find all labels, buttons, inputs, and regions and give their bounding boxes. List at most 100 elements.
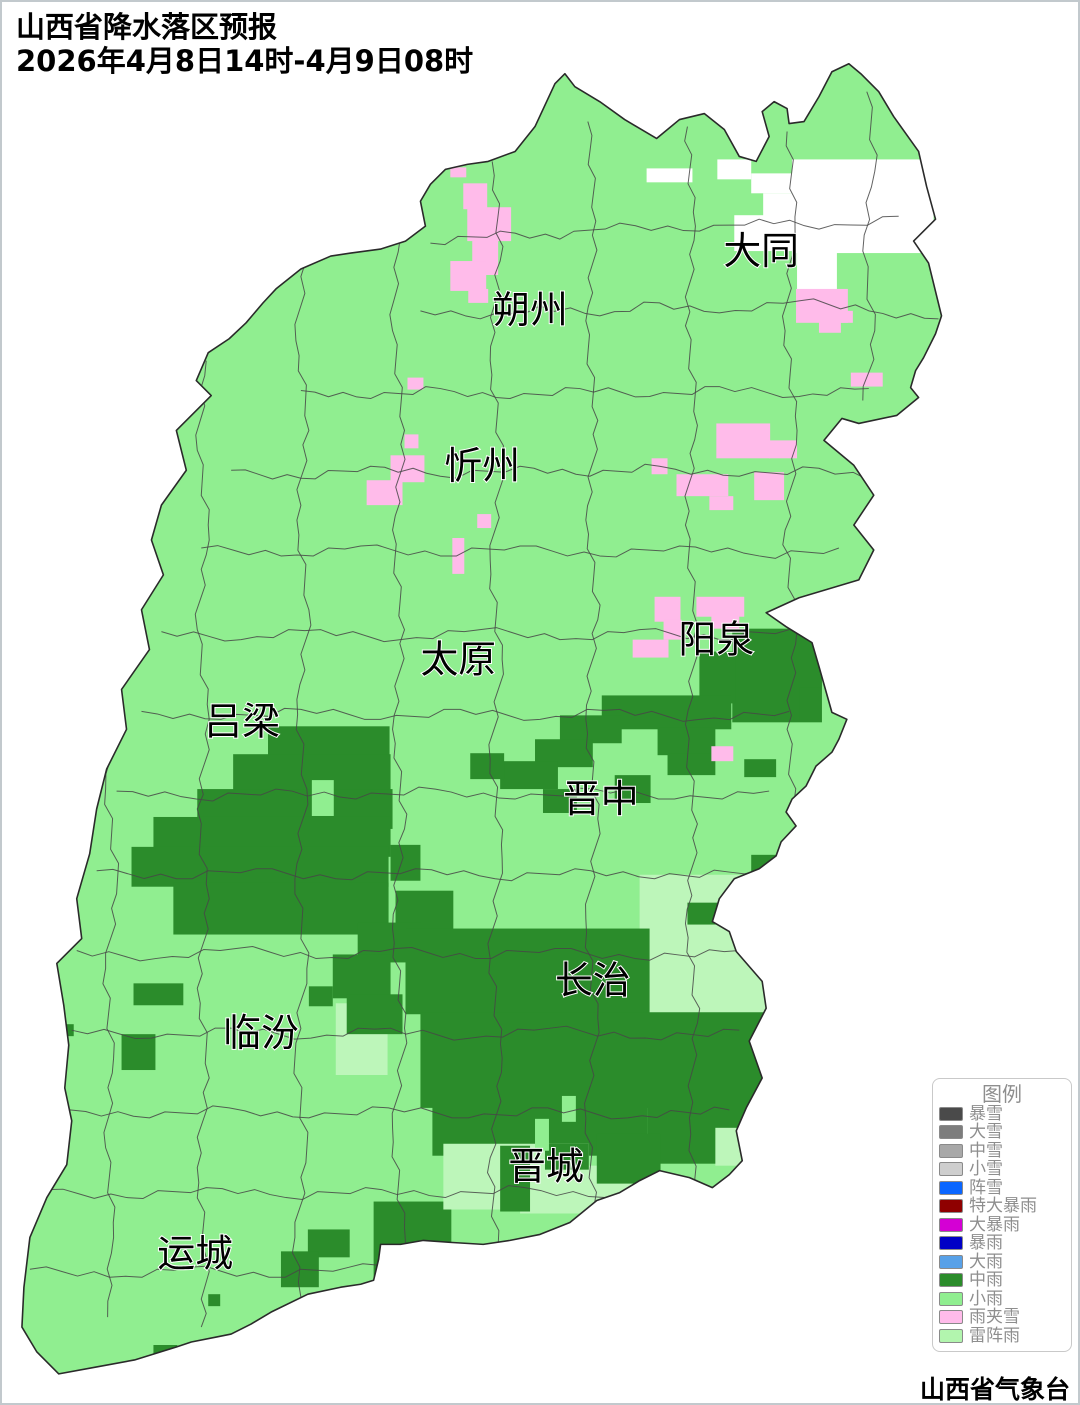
sleet-patch <box>477 514 492 529</box>
county-boundary-line <box>420 298 939 320</box>
thunderstorm-under-patch <box>639 874 768 1017</box>
sleet-patch <box>654 596 681 622</box>
legend-item-label: 中雨 <box>969 1270 1003 1291</box>
legend-item: 暴雨 <box>939 1234 1065 1253</box>
moderate-rain-patch <box>420 1012 765 1108</box>
city-label-5: 阳泉 <box>679 618 755 662</box>
legend-item-label: 特大暴雨 <box>969 1196 1037 1217</box>
moderate-rain-patch <box>559 715 622 744</box>
legend-swatch <box>939 1291 963 1306</box>
moderate-rain-patch <box>346 994 403 1035</box>
moderate-rain-patch <box>799 687 821 722</box>
sleet-patch <box>769 440 798 459</box>
moderate-rain-patch <box>121 1034 156 1071</box>
no-precip-patch <box>734 215 807 252</box>
city-label-2: 朔州 <box>492 288 568 332</box>
legend-box: 图例 暴雪 大雪 中雪 小雪 阵雪 特大暴雨 大暴雨 暴雨 大雨 中雨 小雨 雨夹雪 雷阵雨 <box>932 1077 1072 1352</box>
moderate-rain-patch <box>133 983 184 1006</box>
legend-item-label: 暴雪 <box>969 1103 1003 1124</box>
no-precip-patch <box>646 168 693 183</box>
legend-swatch <box>939 1254 963 1269</box>
county-boundary-line <box>116 786 770 802</box>
legend-rows: 暴雪 大雪 中雪 小雪 阵雪 特大暴雨 大暴雨 暴雨 大雨 中雨 小雨 雨夹雪 雷阵雨 <box>939 1105 1065 1346</box>
county-boundary-line <box>46 1185 690 1201</box>
sleet-patch <box>709 496 734 511</box>
legend-item: 中雪 <box>939 1142 1065 1161</box>
county-boundary-line <box>291 260 312 1298</box>
legend-item: 大暴雨 <box>939 1216 1065 1235</box>
county-boundary-line <box>300 386 869 400</box>
moderate-rain-patch <box>131 846 389 887</box>
sleet-patch <box>850 372 883 387</box>
moderate-rain-patch <box>173 882 389 935</box>
city-label-6: 吕梁 <box>204 699 280 743</box>
light-rain-holes-patch <box>561 1095 576 1122</box>
map-title: 山西省降水落区预报 2026年4月8日14时-4月9日08时 <box>16 10 473 78</box>
sleet-patch <box>696 596 745 617</box>
county-boundary-line <box>584 121 601 1208</box>
sleet-patch <box>676 474 729 497</box>
legend-swatch <box>939 1180 963 1195</box>
sleet-patch <box>711 614 740 629</box>
city-label-3: 忻州 <box>444 444 520 488</box>
sleet-patch <box>407 377 424 390</box>
sleet-patch <box>450 167 467 178</box>
sleet-patch <box>716 423 771 459</box>
moderate-rain-over-patch <box>544 1143 589 1170</box>
county-boundary-line <box>389 236 408 1288</box>
legend-item-label: 雷阵雨 <box>969 1325 1020 1346</box>
legend-item: 雨夹雪 <box>939 1308 1065 1327</box>
county-boundary-line <box>684 126 701 1183</box>
legend-item: 大雪 <box>939 1123 1065 1142</box>
legend-swatch <box>939 1162 963 1177</box>
moderate-rain-patch <box>614 775 651 804</box>
county-boundary-line <box>96 868 760 882</box>
legend-item-label: 大雪 <box>969 1122 1003 1143</box>
moderate-rain-over-patch <box>596 1133 661 1184</box>
legend-swatch <box>939 1273 963 1288</box>
moderate-rain-patch <box>751 854 790 877</box>
no-precip-patch <box>797 249 837 291</box>
county-boundary-line <box>782 131 798 819</box>
moderate-rain-patch <box>208 1294 221 1307</box>
moderate-rain-patch <box>470 753 505 780</box>
province-outline <box>21 62 943 1375</box>
county-boundary-line <box>102 699 120 1318</box>
legend-swatch <box>939 1310 963 1325</box>
legend-item-label: 小雨 <box>969 1288 1003 1309</box>
moderate-rain-patch <box>308 986 333 1007</box>
sleet-patch <box>711 746 734 762</box>
sleet-patch <box>818 318 841 333</box>
moderate-rain-patch <box>667 753 716 776</box>
legend-item: 中雨 <box>939 1271 1065 1290</box>
city-label-4: 太原 <box>420 638 496 682</box>
county-boundary-line <box>231 463 870 481</box>
city-label-1: 大同 <box>723 229 799 273</box>
county-boundary-line <box>71 1025 740 1041</box>
county-boundary-line <box>69 1105 730 1120</box>
legend-item-label: 大暴雨 <box>969 1214 1020 1235</box>
legend-swatch <box>939 1125 963 1140</box>
light-rain-holes-patch <box>535 1118 549 1151</box>
sleet-patch <box>468 288 489 303</box>
no-precip-patch <box>792 159 934 254</box>
legend-item: 雷阵雨 <box>939 1327 1065 1346</box>
legend-item: 暴雪 <box>939 1105 1065 1124</box>
legend-item: 阵雪 <box>939 1179 1065 1198</box>
legend-item: 大雨 <box>939 1253 1065 1272</box>
county-boundary-line <box>430 215 899 246</box>
legend-swatch <box>939 1143 963 1158</box>
legend-item-label: 暴雨 <box>969 1233 1003 1254</box>
no-precip-patch <box>751 173 794 194</box>
sleet-patch <box>754 472 785 501</box>
sleet-patch <box>663 619 682 640</box>
legend-item: 小雨 <box>939 1290 1065 1309</box>
sleet-patch <box>390 455 425 483</box>
city-label-7: 晋中 <box>563 777 639 821</box>
moderate-rain-over-patch <box>500 1145 531 1212</box>
city-label-11: 运城 <box>157 1231 233 1275</box>
legend-item-label: 中雪 <box>969 1140 1003 1161</box>
sleet-patch <box>632 639 669 658</box>
county-boundary-line <box>194 360 210 1328</box>
